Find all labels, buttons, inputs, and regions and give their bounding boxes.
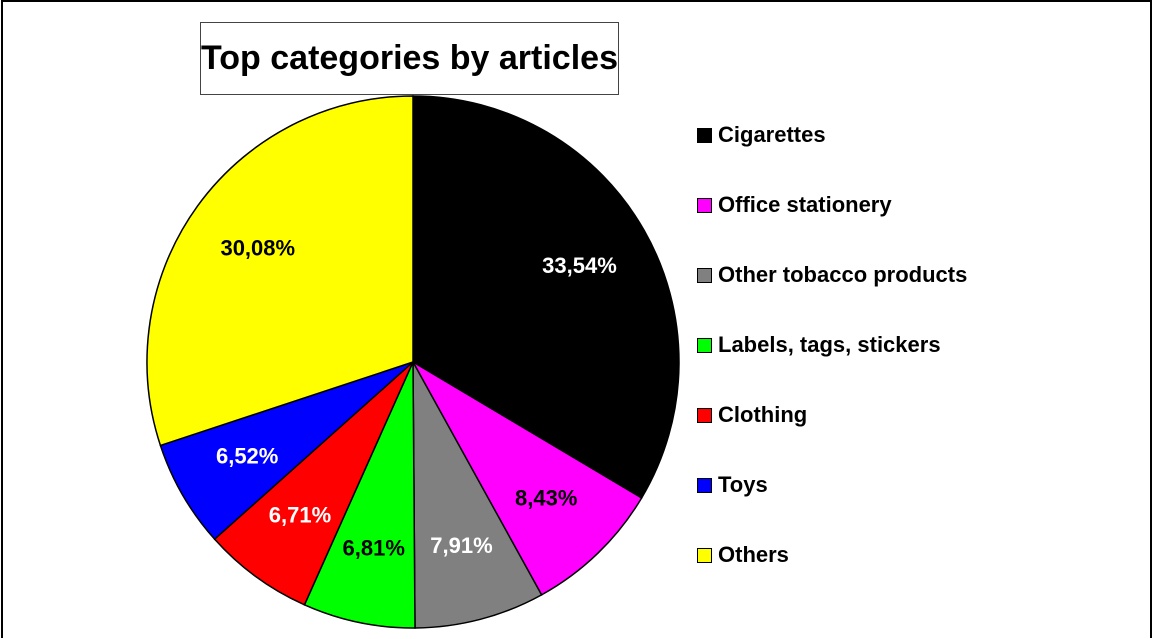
pie-label-others: 30,08%: [220, 236, 295, 261]
pie-label-toys: 6,52%: [216, 444, 278, 469]
legend-item-labels-tags-stickers: Labels, tags, stickers: [697, 332, 941, 358]
pie-slice-other-tobacco-products: [412, 361, 543, 629]
legend-label: Other tobacco products: [718, 262, 968, 287]
pie-label-cigarettes: 33,54%: [542, 253, 617, 278]
legend-label: Toys: [718, 472, 768, 497]
legend-item-office-stationery: Office stationery: [697, 192, 892, 218]
legend-swatch: [697, 127, 712, 143]
pie-label-labels-tags-stickers: 6,81%: [343, 535, 405, 560]
legend-label: Others: [718, 542, 789, 567]
pie-label-other-tobacco-products: 7,91%: [430, 533, 492, 558]
chart-title: Top categories by articles: [201, 39, 618, 77]
legend-item-others: Others: [697, 542, 789, 568]
legend-label: Labels, tags, stickers: [718, 332, 941, 357]
legend-swatch: [697, 337, 712, 353]
legend-item-other-tobacco-products: Other tobacco products: [697, 262, 967, 288]
pie-label-clothing: 6,71%: [269, 502, 331, 527]
pie-slice-cigarettes: [412, 95, 680, 500]
pie-slice-office-stationery: [411, 359, 643, 596]
legend-swatch: [697, 477, 712, 493]
pie-slice-clothing: [213, 361, 414, 606]
pie-slice-labels-tags-stickers: [303, 361, 416, 629]
pie-slice-others: [146, 95, 414, 447]
pie-slice-toys: [159, 361, 414, 541]
legend-label: Clothing: [718, 402, 808, 427]
legend-item-toys: Toys: [697, 472, 768, 498]
legend-swatch: [697, 407, 712, 423]
legend-item-clothing: Clothing: [697, 402, 807, 428]
legend-item-cigarettes: Cigarettes: [697, 122, 826, 148]
legend-swatch: [697, 267, 712, 283]
chart-title-box: Top categories by articles: [200, 22, 619, 95]
pie-label-office-stationery: 8,43%: [515, 485, 577, 510]
pie-slices: [146, 95, 680, 629]
legend-label: Office stationery: [718, 192, 892, 217]
legend-label: Cigarettes: [718, 122, 826, 147]
legend-swatch: [697, 197, 712, 213]
pie-labels: 33,54% 8,43% 7,91% 6,81% 6,71% 6,52% 30,08%: [216, 236, 617, 561]
legend-swatch: [697, 547, 712, 563]
